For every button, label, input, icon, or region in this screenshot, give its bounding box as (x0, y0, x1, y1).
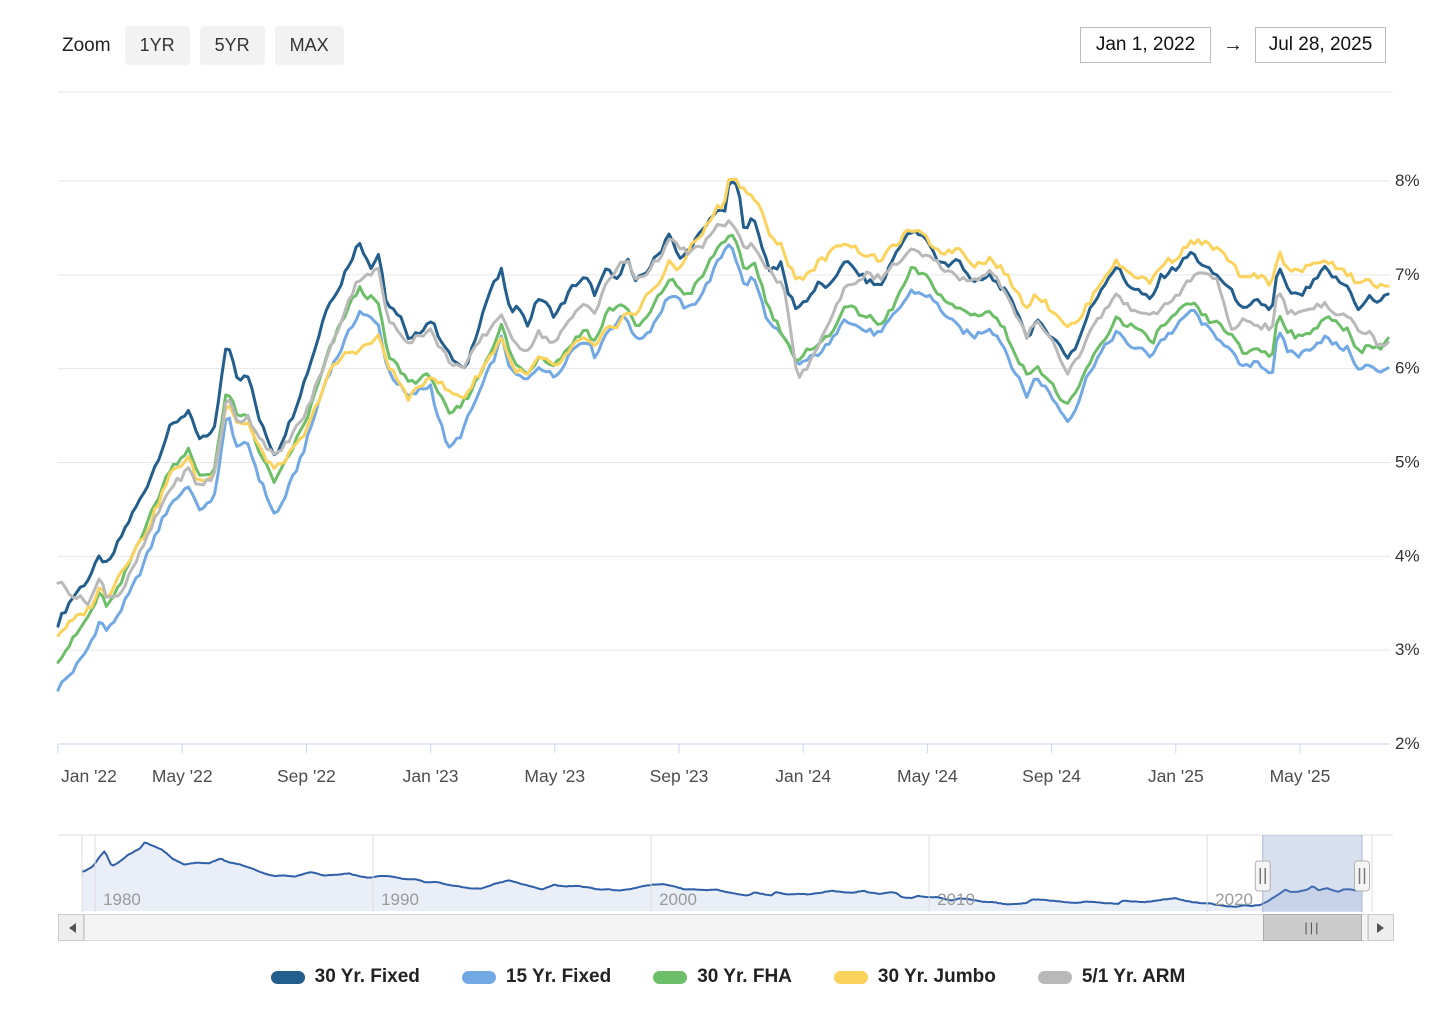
legend-label: 30 Yr. FHA (697, 966, 792, 987)
legend-item-30yr-jumbo[interactable]: 30 Yr. Jumbo (833, 966, 996, 988)
y-axis-label: 7% (1395, 265, 1420, 284)
x-axis-label: Sep '23 (650, 766, 709, 786)
scrollbar-grip-icon: ||| (1304, 920, 1321, 935)
zoom-1yr-button[interactable]: 1YR (124, 26, 190, 65)
legend-item-51yr-arm[interactable]: 5/1 Yr. ARM (1037, 966, 1186, 988)
legend-swatch-30yr-fixed (270, 970, 305, 984)
scrollbar-right-arrow-button[interactable] (1368, 914, 1394, 941)
navigator-selected-range[interactable] (1262, 835, 1362, 912)
legend-label: 30 Yr. Jumbo (877, 966, 996, 987)
scrollbar-thumb[interactable]: ||| (1263, 914, 1362, 941)
chart-legend: 30 Yr. Fixed 15 Yr. Fixed 30 Yr. FHA 30 … (0, 966, 1456, 988)
legend-swatch-30yr-jumbo (833, 970, 868, 984)
date-range: Jan 1, 2022 → Jul 28, 2025 (1080, 27, 1386, 63)
y-axis-label: 3% (1395, 640, 1420, 659)
x-axis-label: May '25 (1270, 766, 1331, 786)
x-axis-label: May '22 (152, 766, 213, 786)
zoom-label: Zoom (62, 34, 111, 56)
date-to-input[interactable]: Jul 28, 2025 (1255, 27, 1386, 63)
zoom-max-button[interactable]: MAX (274, 26, 344, 65)
series-line-5-1-yr-arm (56, 219, 1390, 607)
series-line-30-yr-fha (56, 233, 1390, 664)
scrollbar-left-arrow-button[interactable] (58, 914, 84, 941)
legend-item-15yr-fixed[interactable]: 15 Yr. Fixed (461, 966, 612, 988)
legend-swatch-51yr-arm (1037, 970, 1072, 984)
legend-label: 30 Yr. Fixed (314, 966, 420, 987)
navigator-year-label: 1980 (103, 890, 141, 909)
left-arrow-icon (64, 922, 76, 933)
navigator-line (81, 841, 1361, 908)
x-axis-label: May '23 (524, 766, 585, 786)
zoom-5yr-button[interactable]: 5YR (199, 26, 265, 65)
legend-item-30yr-fha[interactable]: 30 Yr. FHA (653, 966, 792, 988)
x-axis-label: Sep '22 (277, 766, 336, 786)
x-axis-label: May '24 (897, 766, 958, 786)
zoom-toolbar: Zoom 1YR 5YR MAX (62, 26, 344, 65)
y-axis-label: 5% (1395, 453, 1420, 472)
y-axis-label: 8% (1395, 171, 1420, 190)
x-axis-label: Jan '23 (403, 766, 459, 786)
navigator-year-label: 2000 (659, 890, 697, 909)
navigator-handle-left[interactable] (1254, 860, 1271, 892)
scrollbar-track[interactable] (84, 914, 1368, 941)
date-from-input[interactable]: Jan 1, 2022 (1080, 27, 1211, 63)
legend-swatch-30yr-fha (653, 970, 688, 984)
series-line-30-yr-jumbo (56, 177, 1390, 638)
y-axis-label: 2% (1395, 734, 1420, 753)
legend-label: 15 Yr. Fixed (505, 966, 612, 987)
legend-item-30yr-fixed[interactable]: 30 Yr. Fixed (270, 966, 420, 988)
y-axis-label: 6% (1395, 359, 1420, 378)
legend-label: 5/1 Yr. ARM (1081, 966, 1186, 987)
navigator-year-label: 2010 (937, 890, 975, 909)
x-axis-label: Jan '24 (775, 766, 831, 786)
navigator-scrollbar: ||| (0, 914, 1456, 941)
legend-swatch-15yr-fixed (461, 970, 496, 984)
navigator-handle-right[interactable] (1353, 860, 1370, 892)
chart-canvas[interactable]: 2% 3% 4% 5% 6% 7% 8% Jan '22 May '22 Sep '22 Jan '… (0, 0, 1456, 913)
date-range-arrow-icon: → (1223, 33, 1243, 56)
x-axis-label: Jan '22 (61, 766, 117, 786)
right-arrow-icon (1376, 922, 1389, 933)
series-line-30-yr-fixed (56, 180, 1390, 628)
navigator-year-label: 1990 (381, 890, 419, 909)
x-axis-label: Jan '25 (1148, 766, 1204, 786)
x-axis-label: Sep '24 (1022, 766, 1081, 786)
series-line-15-yr-fixed (56, 243, 1390, 692)
y-axis-label: 4% (1395, 546, 1420, 565)
navigator-area (82, 842, 1362, 911)
navigator-year-label: 2020 (1215, 890, 1253, 909)
